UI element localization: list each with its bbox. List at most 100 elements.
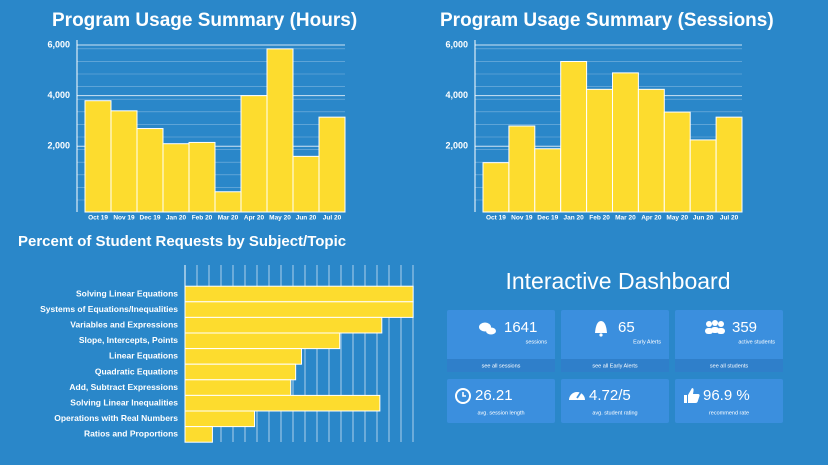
x-tick-label: Apr 20	[641, 215, 662, 222]
bar	[184, 301, 414, 318]
bar	[184, 410, 256, 428]
stat-value: 1641	[504, 319, 537, 336]
x-tick-label: Mar 20	[218, 215, 239, 222]
x-tick-label: Nov 19	[511, 215, 533, 222]
x-tick-label: Mar 20	[615, 215, 636, 222]
bar	[586, 88, 613, 213]
icon	[711, 327, 719, 333]
stat-card	[561, 310, 669, 372]
x-tick-label: Oct 19	[88, 215, 108, 222]
bar	[508, 125, 536, 213]
card-footer	[675, 359, 783, 372]
y-tick-label: Ratios and Proportions	[84, 429, 178, 439]
card-link[interactable]: see all students	[710, 363, 748, 369]
x-tick-label: Jan 20	[564, 215, 585, 222]
x-tick-label: Apr 20	[244, 215, 265, 222]
stat-value: 96.9 %	[703, 387, 750, 404]
bar	[715, 116, 743, 213]
bar	[184, 348, 303, 365]
stat-label: recommend rate	[709, 410, 749, 416]
icon	[569, 392, 585, 400]
stat-label: active students	[738, 339, 775, 345]
bar	[188, 141, 216, 213]
stat-value: 4.72/5	[589, 387, 631, 404]
x-tick-label: Dec 19	[140, 215, 161, 222]
bar	[482, 162, 510, 213]
x-tick-label: Feb 20	[192, 215, 213, 222]
bar	[637, 88, 665, 213]
x-tick-label: Jul 20	[720, 215, 739, 222]
y-tick-label: 4,000	[47, 90, 70, 100]
card-link[interactable]: see all sessions	[482, 363, 521, 369]
bar	[162, 143, 190, 213]
y-tick-label: Variables and Expressions	[70, 319, 178, 329]
y-tick-label: 4,000	[445, 90, 468, 100]
bar	[214, 191, 242, 213]
y-tick-label: Linear Equations	[109, 351, 178, 361]
icon	[705, 328, 713, 334]
y-tick-label: Solving Linear Inequalities	[70, 397, 178, 407]
y-tick-label: Add, Subtract Expressions	[69, 382, 178, 392]
y-tick-label: Systems of Equations/Inequalities	[40, 304, 178, 314]
stat-value: 65	[618, 319, 635, 336]
stat-label: avg. session length	[477, 410, 524, 416]
bar	[184, 394, 381, 412]
chart-title: Percent of Student Requests by Subject/T…	[18, 233, 346, 250]
stat-card	[675, 379, 783, 423]
bar	[184, 363, 297, 381]
icon	[599, 333, 603, 337]
stat-card	[447, 379, 555, 423]
stat-card	[675, 310, 783, 372]
icon	[718, 321, 724, 327]
bar	[184, 316, 383, 334]
y-tick-label: 2,000	[445, 141, 468, 151]
bar	[136, 128, 164, 213]
icon	[684, 388, 700, 403]
icon	[717, 328, 725, 334]
bar	[184, 285, 414, 303]
bar	[612, 72, 639, 213]
icon	[486, 327, 496, 335]
bar	[689, 139, 717, 213]
stat-label: sessions	[526, 339, 548, 345]
bar	[534, 148, 562, 213]
y-tick-label: 6,000	[47, 39, 70, 49]
x-tick-label: Jul 20	[323, 215, 342, 222]
card-footer	[447, 359, 555, 372]
stat-label: Early Alerts	[633, 339, 661, 345]
bar	[318, 116, 346, 213]
icon	[455, 388, 471, 404]
card-link[interactable]: see all Early Alerts	[592, 363, 637, 369]
dashboard-title: Interactive Dashboard	[505, 268, 730, 294]
icon	[595, 321, 607, 333]
x-tick-label: Jun 20	[296, 215, 317, 222]
card-footer	[561, 359, 669, 372]
bar	[184, 332, 341, 350]
x-tick-label: May 20	[666, 215, 688, 222]
x-tick-label: Feb 20	[589, 215, 610, 222]
y-tick-label: Operations with Real Numbers	[54, 413, 178, 423]
bar	[266, 48, 294, 213]
icon	[712, 320, 718, 326]
y-tick-label: Solving Linear Equations	[76, 288, 178, 298]
bar	[663, 111, 691, 213]
chart-title: Program Usage Summary (Hours)	[52, 10, 357, 31]
bar	[292, 155, 320, 213]
stat-card	[447, 310, 555, 372]
bar	[184, 426, 213, 443]
bar	[240, 95, 268, 213]
x-tick-label: Jan 20	[166, 215, 187, 222]
icon	[576, 391, 582, 399]
bar	[560, 61, 588, 213]
chart-title: Program Usage Summary (Sessions)	[440, 10, 774, 31]
x-tick-label: Jun 20	[693, 215, 714, 222]
bar	[184, 379, 292, 396]
stat-value: 359	[732, 319, 757, 336]
x-tick-label: Dec 19	[537, 215, 558, 222]
y-tick-label: Quadratic Equations	[95, 366, 178, 376]
stat-value: 26.21	[475, 387, 513, 404]
icon	[706, 321, 712, 327]
y-tick-label: Slope, Intercepts, Points	[79, 335, 178, 345]
